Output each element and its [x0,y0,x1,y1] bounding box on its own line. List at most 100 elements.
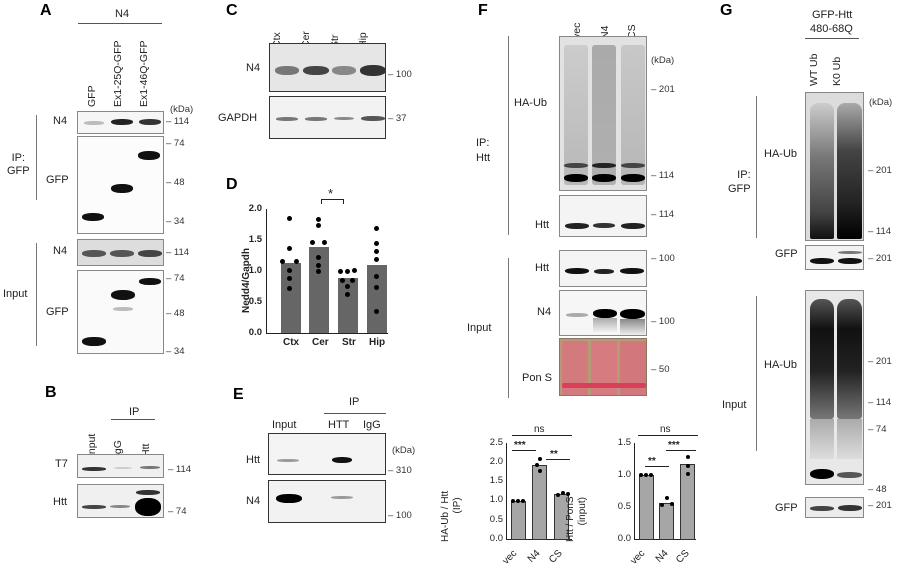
blot-e-htt [268,433,386,475]
bar-vec [511,501,526,540]
y-tick: 1.5 [248,234,262,245]
lane-label: IgG [363,419,381,431]
mw-marker: – 201 [868,356,892,367]
section-bracket [508,36,509,235]
y-tick: 2.0 [248,203,262,214]
kda-label: (kDa) [651,55,675,66]
mw-marker: – 201 [868,500,892,511]
blot-b-htt [77,484,164,518]
mw-marker: – 114 [166,116,190,127]
y-axis-label: HA-Ub / Htt (IP) [440,490,463,542]
row-label: Pon S [522,372,552,384]
panel-letter-b: B [45,384,57,401]
section-input-label: Input [722,399,747,411]
blot-a-ip-n4 [77,111,164,134]
lane-label: HTT [328,419,350,431]
group-underline [78,23,162,24]
kda-label: (kDa) [170,104,194,115]
lane-label: GFP [86,85,98,107]
significance-bracket [546,459,570,460]
panel-g-header-line1: GFP-Htt [812,9,853,21]
y-tick: 0.0 [248,327,262,338]
y-tick: 2.0 [489,456,503,467]
mw-marker: – 201 [651,84,675,95]
bar-n4 [659,503,674,540]
significance-bracket [512,435,572,436]
significance-bracket [638,435,698,436]
x-tick: Hip [369,337,386,348]
y-tick: 0.5 [617,501,631,512]
blot-a-input-n4 [77,239,164,266]
mw-marker: – 74 [166,273,185,284]
blot-e-n4 [268,480,386,523]
panel-letter-g: G [720,2,733,19]
bar-cer [309,247,329,333]
row-label: N4 [53,245,68,257]
y-tick: 2.5 [489,437,503,448]
bar-n4 [532,465,547,540]
blot-f-haub [559,36,647,191]
section-ip-label: IP: GFP [7,152,30,177]
mw-marker: – 48 [868,484,887,495]
mw-marker: – 114 [651,209,675,220]
kda-label: (kDa) [392,445,416,456]
row-label: Htt [53,496,68,508]
y-axis [266,209,267,333]
x-tick: vec [500,548,520,567]
significance-label: *** [514,440,526,451]
blot-f-ip-htt [559,195,647,237]
blot-f-input-htt [559,250,647,287]
mw-marker: – 74 [168,506,187,517]
mw-marker: – 34 [166,216,185,227]
mw-marker: – 201 [868,165,892,176]
row-label: GFP [46,174,69,186]
row-label: N4 [246,495,261,507]
significance-bracket [645,466,669,467]
section-bracket [36,115,37,200]
x-tick: CS [674,548,692,566]
significance-label: ns [534,424,545,435]
row-label: Htt [246,454,261,466]
blot-a-input-gfp [77,270,164,354]
mw-marker: – 100 [651,253,675,264]
group-underline [324,413,386,414]
y-tick: 0.5 [248,296,262,307]
y-tick: 0.5 [489,514,503,525]
lane-label: WT Ub [808,53,820,86]
mw-marker: – 114 [651,170,675,181]
panel-letter-d: D [226,176,238,193]
row-label: GFP [775,248,798,260]
y-axis-label: Htt / PonS (input) [565,496,588,542]
y-tick: 1.0 [617,469,631,480]
mw-marker: – 74 [868,424,887,435]
panel-e-group-header: IP [349,396,360,408]
significance-bracket [321,199,344,200]
lane-label: Ex1-25Q-GFP [112,40,124,107]
group-underline [111,419,155,420]
mw-marker: – 50 [651,364,670,375]
x-tick: Ctx [283,337,300,348]
mw-marker: – 100 [388,69,412,80]
blot-g-ip-gfp [805,245,864,270]
y-tick: 1.5 [617,437,631,448]
mw-marker: – 114 [868,397,892,408]
significance-bracket [512,450,536,451]
mw-marker: – 114 [168,464,192,475]
blot-g-ip-haub [805,92,864,241]
y-tick: 0.0 [617,533,631,544]
mw-marker: – 201 [868,253,892,264]
panel-letter-f: F [478,2,488,19]
y-axis [506,443,507,539]
mw-marker: – 100 [651,316,675,327]
panel-g-header-line2: 480-68Q [810,23,853,35]
row-label: T7 [55,458,68,470]
x-tick: N4 [525,548,543,565]
section-bracket [508,258,509,398]
mw-marker: – 114 [166,247,190,258]
blot-a-ip-gfp [77,136,164,234]
significance-label: ** [648,456,656,467]
mw-marker: – 37 [388,113,407,124]
blot-g-input-gfp [805,497,864,518]
significance-label: * [328,186,334,201]
panel-b-group-header: IP [129,406,140,418]
